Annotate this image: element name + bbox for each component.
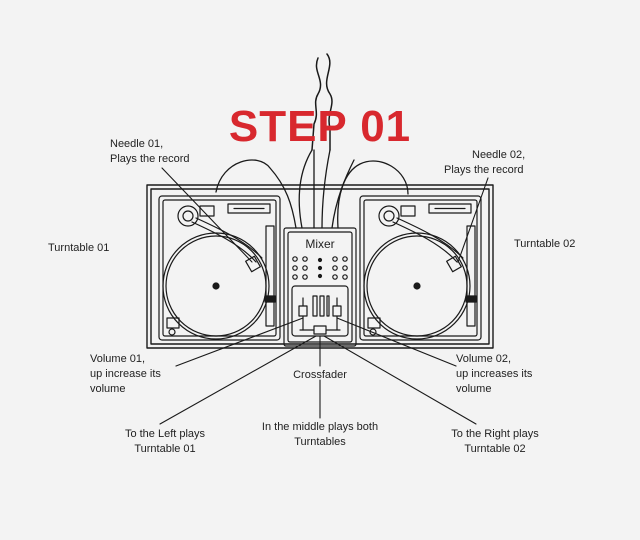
volume-left-label: Volume 01, up increase its volume	[90, 352, 161, 397]
xfader-right-line-1: To the Right plays	[451, 428, 539, 440]
xfader-left-line-2: Turntable 01	[134, 443, 196, 455]
needle-right-line	[457, 177, 489, 263]
volume-left-line-2: up increase its	[90, 368, 161, 380]
volume-left-line-3: volume	[90, 383, 126, 395]
turntable-02	[359, 195, 482, 341]
step-title: STEP 01	[228, 102, 412, 151]
mixer-knobs	[292, 256, 348, 280]
xfader-right-line-2: Turntable 02	[464, 443, 526, 455]
turntable-left-label: Turntable 01	[48, 241, 109, 256]
needle-right-line-1: Needle 02,	[472, 149, 526, 161]
volume-right-line-1: Volume 02,	[456, 353, 512, 365]
volume-left-line	[175, 317, 304, 367]
turntable-right-label: Turntable 02	[514, 237, 575, 252]
volume-left-line-1: Volume 01,	[90, 353, 146, 365]
volume-right-line	[336, 317, 457, 367]
turntable-01	[158, 195, 281, 341]
turntable-right-text: Turntable 02	[514, 238, 576, 250]
callout-lines	[159, 167, 489, 425]
smoke-cables-icon	[311, 53, 333, 151]
xfader-left-label: To the Left plays Turntable 01	[100, 427, 230, 457]
xfader-left-line	[159, 335, 317, 425]
needle-left-line	[161, 167, 253, 263]
volume-right-line-3: volume	[456, 383, 492, 395]
needle-left-line-2: Plays the record	[110, 153, 190, 165]
xfader-middle-line-2: Turntables	[294, 436, 346, 448]
xfader-right-line	[323, 335, 477, 425]
xfader-left-line-1: To the Left plays	[124, 428, 206, 440]
volume-right-label: Volume 02, up increases its volume	[456, 352, 532, 397]
needle-left-label: Needle 01, Plays the record	[110, 137, 189, 167]
needle-right-line-2: Plays the record	[444, 164, 524, 176]
crossfader-text: Crossfader	[293, 369, 347, 381]
mixer-label: Mixer	[305, 237, 335, 251]
xfader-middle-line-1: In the middle plays both	[261, 421, 379, 433]
needle-right-label: Needle 02, Plays the record	[444, 148, 525, 178]
turntable-left-text: Turntable 01	[48, 242, 110, 254]
needle-left-line-1: Needle 01,	[110, 138, 164, 150]
xfader-right-label: To the Right plays Turntable 02	[430, 427, 560, 457]
xfader-middle-label: In the middle plays both Turntables	[240, 420, 400, 450]
volume-right-line-2: up increases its	[456, 368, 533, 380]
crossfader-label: Crossfader	[270, 368, 370, 383]
